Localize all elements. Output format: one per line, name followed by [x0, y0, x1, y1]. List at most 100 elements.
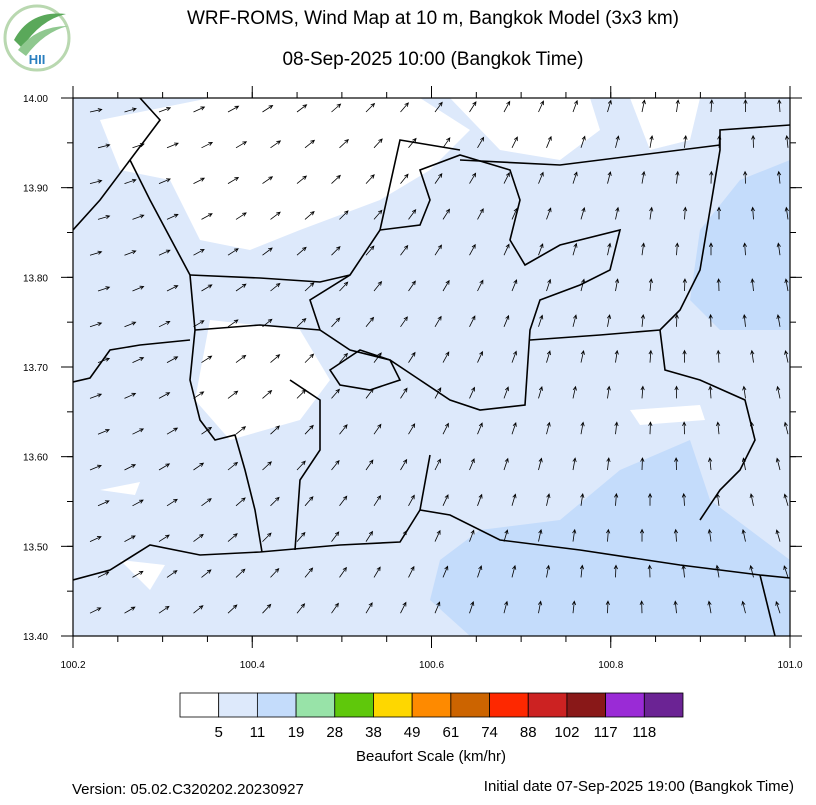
wind-arrow — [201, 355, 213, 363]
wind-arrow — [783, 493, 789, 506]
wind-arrow — [546, 350, 551, 363]
wind-arrow — [503, 457, 509, 471]
wind-arrow — [580, 493, 585, 506]
wind-arrow — [776, 314, 781, 327]
wind-arrow — [400, 387, 408, 399]
wind-arrow — [743, 99, 748, 113]
wind-arrow — [262, 176, 274, 184]
wind-arrow — [572, 528, 577, 542]
wind-arrow — [132, 214, 145, 220]
wind-arrow — [124, 178, 137, 184]
wind-arrow — [571, 600, 577, 614]
wind-arrow — [201, 142, 214, 149]
wind-arrow — [784, 349, 789, 363]
wind-arrow — [262, 389, 273, 399]
x-tick-label: 100.2 — [60, 660, 85, 671]
wind-arrow — [89, 179, 103, 184]
wind-arrow — [132, 357, 145, 363]
colorbar-box — [179, 692, 220, 718]
calm-area — [195, 320, 330, 440]
wind-arrow — [201, 498, 212, 507]
colorbar-label: 74 — [481, 724, 498, 741]
wind-arrow — [158, 605, 170, 614]
wind-arrow — [365, 245, 375, 256]
wind-arrow — [640, 457, 645, 471]
wind-arrow — [400, 601, 407, 614]
wind-arrow — [572, 242, 578, 256]
wind-arrow — [262, 461, 272, 471]
wind-arrow — [434, 529, 441, 542]
wind-arrow — [193, 177, 206, 184]
wind-arrow — [97, 357, 111, 363]
wind-arrows — [89, 99, 790, 614]
wind-arrow — [716, 349, 721, 363]
colorbar-label: 88 — [520, 724, 537, 741]
wind-arrow — [606, 528, 611, 542]
colorbar-label: 11 — [250, 724, 266, 741]
wind-arrow — [503, 386, 509, 399]
wind-arrow — [469, 243, 476, 256]
wind-arrow — [434, 315, 442, 328]
wind-arrow — [641, 99, 646, 113]
wind-arrow — [572, 385, 577, 399]
calm-area — [100, 482, 140, 495]
wind-arrow — [776, 170, 782, 184]
colorbar-box — [643, 692, 684, 718]
wind-arrow — [503, 600, 509, 614]
wind-arrow — [707, 600, 712, 614]
wind-arrow — [749, 493, 754, 506]
wind-arrow — [682, 349, 687, 363]
wind-arrow — [442, 137, 451, 149]
wind-arrow — [89, 607, 102, 614]
wind-arrow — [262, 247, 273, 256]
stronger-wind — [690, 160, 790, 330]
colorbar-label: 49 — [404, 724, 421, 741]
wind-arrow — [339, 210, 349, 220]
colorbar-label: 118 — [632, 724, 656, 741]
wind-arrow — [572, 171, 578, 184]
wind-arrow — [434, 458, 441, 471]
wind-arrow — [477, 350, 483, 363]
wind-arrow — [158, 107, 172, 113]
y-tick-label: 13.80 — [23, 273, 48, 284]
wind-arrow — [270, 496, 280, 507]
colorbar-box — [295, 692, 336, 718]
wind-arrow — [709, 170, 714, 184]
wind-arrow — [270, 354, 281, 363]
wind-arrow — [124, 464, 137, 471]
wind-arrow — [775, 529, 781, 542]
wind-arrow — [408, 209, 417, 220]
wind-arrow — [227, 390, 239, 399]
wind-arrow — [674, 385, 679, 399]
wind-arrow — [776, 385, 781, 399]
wind-arrow — [227, 604, 238, 614]
wind-arrow — [538, 171, 544, 184]
wind-arrow — [434, 172, 443, 184]
wind-arrow — [331, 103, 342, 113]
wind-arrow — [296, 104, 308, 113]
wind-arrow — [742, 385, 747, 399]
y-tick-label: 13.40 — [23, 632, 48, 643]
wind-arrow — [708, 457, 713, 471]
wind-arrow — [640, 313, 646, 327]
wind-arrow — [511, 350, 517, 363]
wind-arrow — [607, 171, 612, 184]
wind-arrow — [709, 99, 714, 113]
wind-arrow — [304, 210, 315, 220]
wind-arrow — [783, 565, 789, 578]
wind-arrow — [296, 460, 306, 471]
wind-arrow — [124, 392, 137, 399]
wind-arrow — [132, 570, 144, 578]
wind-arrow — [132, 499, 144, 507]
wind-arrow — [538, 457, 543, 471]
wind-arrow — [442, 565, 449, 578]
wind-arrow — [235, 354, 247, 363]
wind-arrow — [469, 172, 477, 184]
wind-arrow — [477, 279, 484, 292]
wind-arrow — [647, 564, 652, 578]
wind-arrow — [741, 528, 746, 542]
wind-arrow — [331, 459, 340, 471]
wind-arrow — [442, 422, 449, 435]
wind-arrow — [442, 279, 450, 292]
